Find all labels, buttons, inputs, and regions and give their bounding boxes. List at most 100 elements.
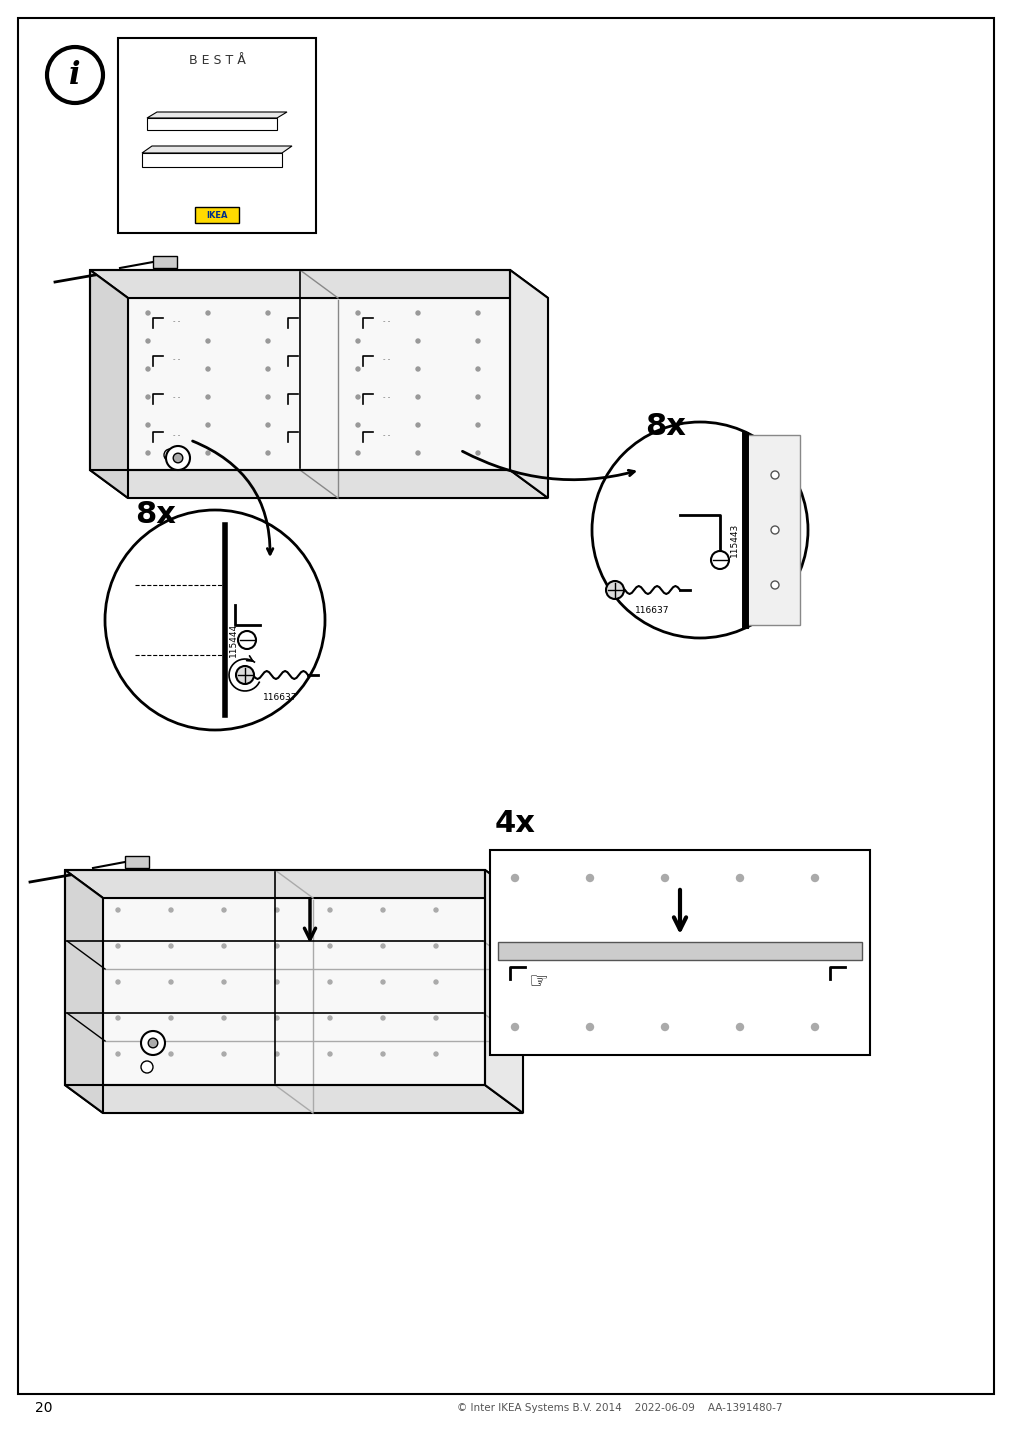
Circle shape (770, 526, 778, 534)
Circle shape (146, 311, 150, 315)
Text: 116637: 116637 (263, 693, 297, 702)
Circle shape (173, 453, 183, 463)
Circle shape (434, 944, 438, 948)
Bar (125, 856, 149, 868)
Polygon shape (744, 435, 800, 624)
Circle shape (266, 339, 270, 344)
Circle shape (164, 450, 176, 461)
Text: ☞: ☞ (528, 972, 548, 992)
Circle shape (356, 395, 360, 400)
Circle shape (206, 422, 210, 427)
Circle shape (356, 451, 360, 455)
Circle shape (380, 1015, 384, 1020)
Polygon shape (65, 1085, 523, 1113)
Polygon shape (103, 898, 523, 1113)
Circle shape (586, 1024, 592, 1031)
Circle shape (206, 311, 210, 315)
Circle shape (511, 1024, 518, 1031)
Circle shape (221, 1015, 225, 1020)
Circle shape (169, 1015, 173, 1020)
Text: - -: - - (382, 357, 390, 362)
Circle shape (380, 908, 384, 912)
Circle shape (169, 908, 173, 912)
Circle shape (238, 632, 256, 649)
Circle shape (416, 339, 420, 344)
Circle shape (770, 471, 778, 478)
Circle shape (169, 979, 173, 984)
Text: 4x: 4x (494, 809, 536, 838)
Circle shape (275, 1053, 279, 1055)
Polygon shape (147, 117, 277, 130)
Circle shape (47, 47, 103, 103)
Circle shape (169, 944, 173, 948)
Circle shape (221, 908, 225, 912)
Text: 20: 20 (35, 1400, 53, 1415)
Polygon shape (65, 871, 103, 1113)
Circle shape (328, 1053, 332, 1055)
Circle shape (511, 875, 518, 882)
Text: B E S T Å: B E S T Å (188, 53, 246, 66)
Circle shape (105, 510, 325, 730)
Text: - -: - - (173, 318, 180, 324)
Circle shape (275, 1015, 279, 1020)
Circle shape (141, 1031, 165, 1055)
Polygon shape (90, 271, 127, 498)
Circle shape (711, 551, 728, 569)
Circle shape (266, 395, 270, 400)
Circle shape (166, 445, 190, 470)
Circle shape (736, 875, 743, 882)
Circle shape (770, 581, 778, 589)
Circle shape (206, 339, 210, 344)
Circle shape (169, 1053, 173, 1055)
Circle shape (221, 979, 225, 984)
Circle shape (236, 666, 254, 684)
Text: 8x: 8x (134, 500, 176, 528)
Circle shape (475, 395, 479, 400)
Circle shape (811, 875, 818, 882)
Circle shape (475, 367, 479, 371)
Circle shape (661, 875, 668, 882)
Circle shape (606, 581, 624, 599)
Circle shape (221, 944, 225, 948)
Circle shape (266, 422, 270, 427)
Polygon shape (142, 153, 282, 168)
Text: 116637: 116637 (634, 606, 669, 614)
Circle shape (416, 451, 420, 455)
Polygon shape (90, 271, 548, 298)
Circle shape (146, 367, 150, 371)
Circle shape (416, 395, 420, 400)
Circle shape (266, 367, 270, 371)
Polygon shape (510, 271, 548, 498)
Circle shape (434, 1053, 438, 1055)
Circle shape (475, 451, 479, 455)
Circle shape (416, 367, 420, 371)
Polygon shape (142, 146, 292, 153)
Circle shape (146, 339, 150, 344)
Circle shape (146, 395, 150, 400)
Circle shape (328, 908, 332, 912)
Polygon shape (65, 871, 523, 898)
Circle shape (380, 979, 384, 984)
Text: - -: - - (382, 318, 390, 324)
Text: i: i (69, 60, 81, 90)
Circle shape (206, 367, 210, 371)
Circle shape (356, 367, 360, 371)
Circle shape (356, 311, 360, 315)
Circle shape (661, 1024, 668, 1031)
Text: 8x: 8x (644, 412, 685, 441)
Circle shape (148, 1038, 158, 1048)
Circle shape (434, 979, 438, 984)
Circle shape (586, 875, 592, 882)
Circle shape (328, 944, 332, 948)
Circle shape (266, 451, 270, 455)
Text: - -: - - (173, 394, 180, 400)
Text: - -: - - (382, 394, 390, 400)
Circle shape (206, 451, 210, 455)
Text: IKEA: IKEA (206, 211, 227, 219)
Circle shape (380, 944, 384, 948)
Circle shape (434, 908, 438, 912)
Circle shape (356, 339, 360, 344)
Circle shape (328, 1015, 332, 1020)
Text: 115444: 115444 (228, 623, 238, 657)
Bar (195, 208, 239, 223)
